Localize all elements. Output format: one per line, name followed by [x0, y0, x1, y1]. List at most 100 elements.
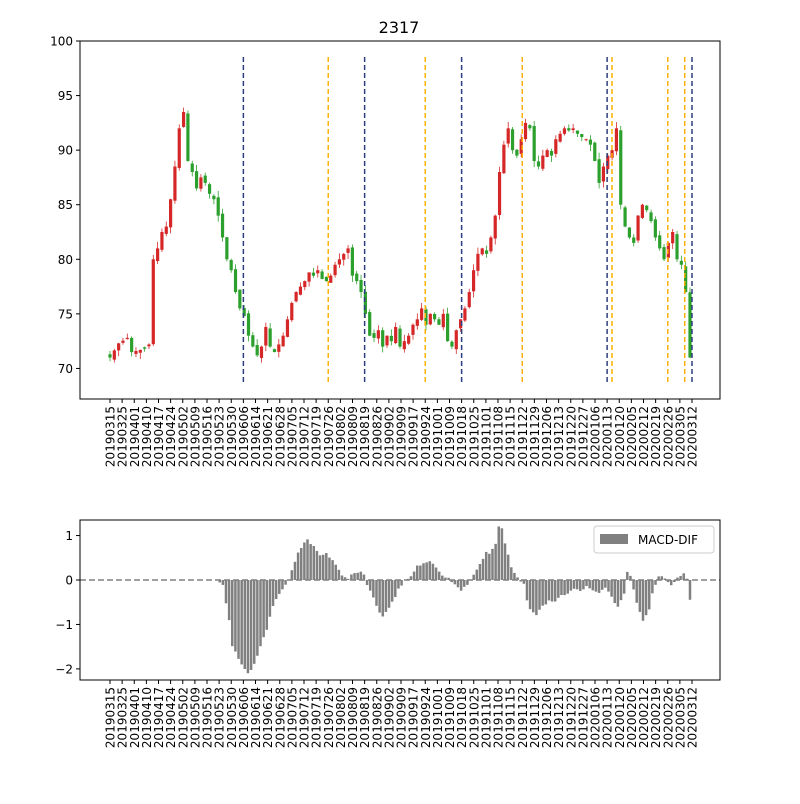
macd-bar — [437, 571, 441, 580]
candle — [428, 313, 432, 326]
macd-bar — [619, 580, 623, 601]
candle — [471, 264, 476, 298]
macd-bar — [547, 580, 551, 601]
candle-body — [532, 126, 536, 162]
x-tick-label: 20190516 — [201, 406, 215, 467]
candle-body — [329, 275, 333, 283]
macd-bar — [510, 567, 513, 580]
candle — [632, 233, 636, 247]
macd-bar — [240, 580, 243, 665]
candle — [614, 122, 619, 156]
x-tick-label: 20190315 — [104, 687, 118, 748]
candle — [640, 203, 644, 219]
candle — [130, 336, 134, 357]
macd-bar — [588, 580, 591, 589]
macd-bar — [259, 580, 262, 647]
candle-body — [121, 340, 125, 343]
macd-bar — [626, 571, 629, 580]
candle-body — [143, 347, 147, 349]
x-tick-label: 20190712 — [298, 406, 312, 467]
macd-bar — [491, 548, 494, 580]
x-tick-label: 20191108 — [492, 687, 506, 748]
candle-body — [476, 253, 480, 271]
x-tick-label: 20190917 — [407, 687, 421, 748]
macd-bar — [481, 558, 485, 580]
x-tick-label: 20190809 — [346, 687, 360, 748]
candle-body — [402, 341, 406, 350]
macd-bar — [312, 546, 316, 580]
candle — [541, 149, 545, 172]
candle-body — [640, 204, 644, 218]
x-tick-label: 20200226 — [661, 687, 675, 748]
macd-bar — [325, 553, 328, 580]
macd-bar — [315, 550, 319, 580]
candle — [476, 247, 480, 277]
macd-bar — [328, 557, 331, 580]
macd-bar — [563, 580, 566, 596]
candle — [303, 280, 307, 291]
candle-body — [415, 319, 419, 326]
candle-body — [138, 349, 142, 353]
candle-body — [190, 163, 194, 172]
macd-bar — [231, 580, 234, 647]
x-tick-label: 20191227 — [576, 687, 590, 748]
candle — [394, 322, 398, 345]
candle-body — [160, 232, 164, 250]
candle — [290, 301, 294, 323]
candle — [653, 216, 657, 241]
macd-bar — [309, 544, 312, 580]
candle-body — [441, 313, 445, 328]
macd-bar — [613, 580, 617, 604]
candle — [112, 348, 116, 363]
macd-bar — [353, 573, 356, 580]
macd-bar — [422, 563, 425, 580]
macd-bar — [475, 569, 479, 580]
x-tick-label: 20190424 — [164, 406, 178, 467]
macd-bar — [278, 580, 281, 594]
candle — [671, 228, 675, 249]
x-tick-label: 20200120 — [613, 406, 627, 467]
candle-body — [515, 149, 519, 156]
x-tick-label: 20190712 — [298, 687, 312, 748]
macd-bar — [607, 580, 610, 592]
candle-body — [394, 326, 398, 344]
candle — [229, 258, 233, 273]
x-tick-label: 20190902 — [382, 406, 396, 467]
candle-body — [285, 319, 290, 337]
candle-body — [385, 335, 389, 346]
candle-body — [420, 308, 424, 320]
macd-bar — [394, 580, 397, 597]
macd-bar — [365, 580, 369, 586]
macd-bar — [381, 580, 385, 617]
x-tick-label: 20190819 — [358, 406, 372, 467]
y-tick-label: 0 — [65, 574, 73, 588]
candle-body — [303, 281, 307, 288]
candle — [233, 264, 238, 294]
macd-bar — [528, 580, 532, 610]
macd-bar — [466, 580, 469, 585]
macd-bar — [274, 580, 278, 600]
candle-body — [588, 139, 593, 145]
macd-bar — [644, 580, 648, 616]
macd-bar — [669, 580, 673, 586]
macd-bar — [281, 580, 284, 590]
candle-body — [523, 122, 528, 140]
macd-bar — [622, 580, 626, 594]
x-tick-label: 20190417 — [152, 406, 166, 467]
candle-body — [489, 237, 493, 252]
candle-body — [207, 184, 212, 194]
candle-body — [320, 271, 324, 279]
x-tick-label: 20200305 — [673, 687, 687, 748]
x-tick-label: 20200205 — [625, 687, 639, 748]
x-tick-label: 20190523 — [213, 406, 227, 467]
x-tick-label: 20190726 — [322, 406, 336, 467]
macd-bar — [378, 580, 381, 613]
candle-body — [541, 155, 545, 169]
macd-bar — [682, 573, 685, 580]
x-tick-label: 20191227 — [576, 406, 590, 467]
candle-body — [311, 272, 316, 276]
macd-bar — [262, 580, 265, 638]
candle — [207, 182, 212, 199]
macd-bar — [384, 580, 388, 612]
x-tick-label: 20190621 — [261, 687, 275, 748]
